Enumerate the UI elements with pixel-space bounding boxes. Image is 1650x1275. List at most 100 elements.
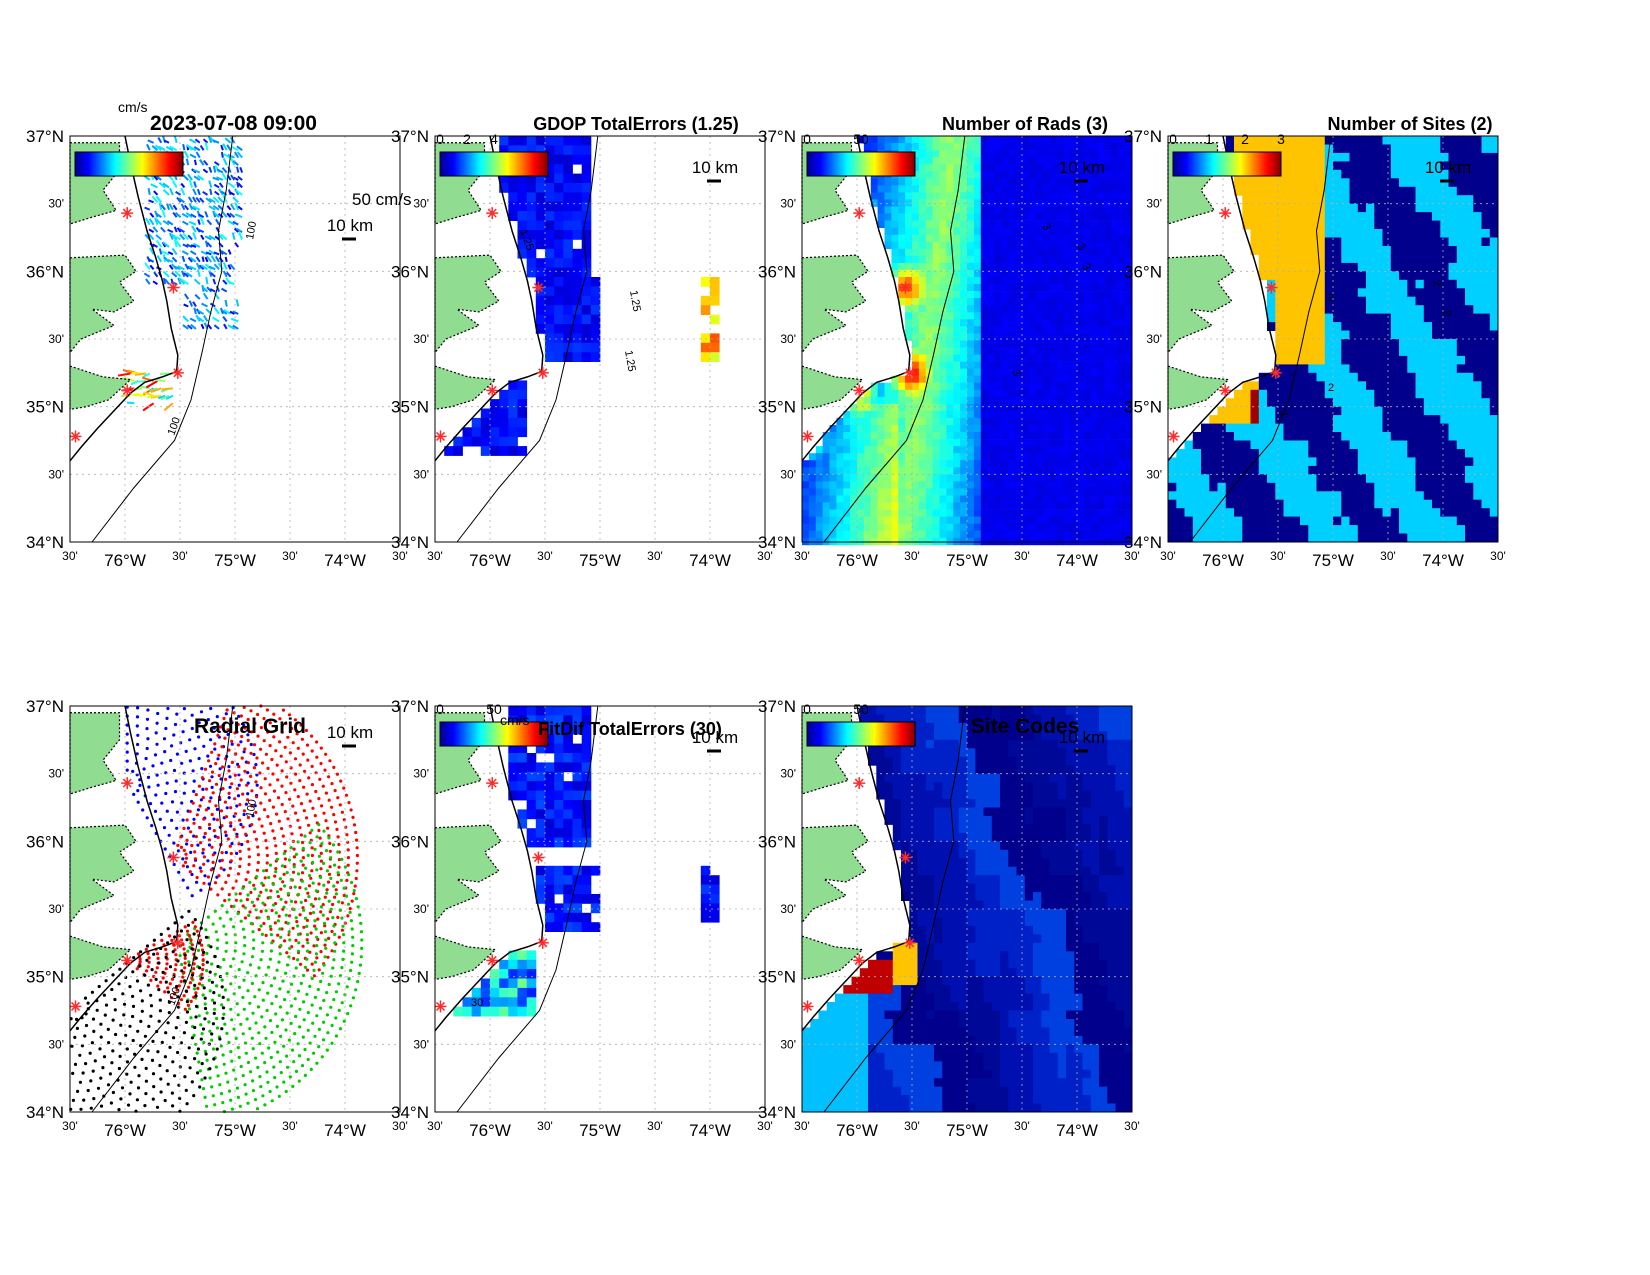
heat-cell — [1382, 296, 1392, 306]
heat-cell — [953, 255, 961, 264]
heat-cell — [1333, 465, 1342, 475]
heat-cell — [877, 523, 885, 532]
heat-cell — [1125, 516, 1133, 524]
current-vector — [199, 217, 205, 226]
heat-cell — [1341, 305, 1350, 315]
heat-cell — [1049, 509, 1057, 517]
radial-point — [188, 809, 192, 814]
heat-cell — [1250, 465, 1260, 475]
heat-cell — [1083, 143, 1092, 151]
heat-cell — [1489, 144, 1499, 154]
heat-cell — [1104, 481, 1112, 489]
heat-cell — [932, 171, 940, 179]
heat-cell — [1324, 136, 1334, 145]
heat-cell — [1448, 296, 1458, 306]
current-vector — [126, 401, 135, 405]
heat-cell — [912, 509, 920, 517]
heat-cell — [1489, 457, 1499, 467]
radial-point — [210, 785, 214, 790]
heat-cell — [535, 286, 546, 297]
heat-cell — [980, 481, 989, 489]
heat-cell — [857, 523, 865, 532]
heat-cell — [863, 403, 872, 412]
heat-cell — [953, 361, 961, 369]
heat-cell — [1022, 150, 1030, 158]
heat-cell — [1357, 296, 1367, 306]
radial-point — [237, 714, 241, 719]
heat-cell — [850, 474, 858, 482]
heat-cell — [1349, 254, 1359, 264]
heat-cell — [1366, 457, 1375, 467]
radial-point — [226, 837, 230, 841]
heat-cell — [1432, 398, 1441, 408]
heat-cell — [1022, 298, 1030, 306]
heat-cell — [1077, 495, 1085, 503]
heat-cell — [843, 474, 851, 482]
site-marker — [121, 207, 134, 220]
heat-cell — [1324, 364, 1334, 374]
heat-cell — [1242, 136, 1251, 145]
heat-cell — [1242, 516, 1251, 526]
heat-cell — [987, 481, 995, 489]
heat-cell — [1056, 333, 1064, 341]
heat-cell — [1473, 406, 1482, 416]
heat-cell — [1125, 502, 1133, 510]
radial-point — [146, 775, 151, 780]
heat-cell — [1008, 269, 1016, 278]
heat-cell — [545, 220, 555, 231]
current-vector — [222, 279, 228, 285]
heat-cell — [905, 516, 913, 524]
heat-cell — [925, 220, 934, 228]
heat-cell — [480, 427, 491, 438]
x-tick-label: 75°W — [1312, 551, 1354, 570]
current-vector — [181, 255, 186, 263]
heat-cell — [1077, 248, 1085, 257]
heat-cell — [1056, 425, 1064, 433]
heat-cell — [1283, 161, 1293, 171]
heat-cell — [884, 220, 892, 228]
heat-cell — [1035, 213, 1044, 221]
heat-cell — [1077, 446, 1085, 454]
heat-cell — [1035, 305, 1044, 313]
heat-cell — [1015, 530, 1023, 539]
heat-cell — [1097, 227, 1105, 235]
heat-cell — [1308, 449, 1317, 458]
heat-cell — [1333, 474, 1342, 484]
radial-point — [208, 799, 212, 803]
heat-cell — [884, 432, 892, 440]
heat-cell — [535, 230, 546, 240]
heat-cell — [1042, 143, 1050, 151]
heat-cell — [994, 425, 1002, 433]
heat-cell — [1077, 396, 1085, 405]
radial-point — [177, 870, 181, 874]
heat-cell — [863, 523, 872, 532]
heat-cell — [1465, 516, 1474, 526]
heat-cell — [1022, 396, 1030, 405]
heat-cell — [1374, 482, 1383, 492]
heat-cell — [545, 305, 555, 315]
heat-cell — [1456, 465, 1466, 475]
colorbar-tick-label: 50 — [853, 131, 869, 147]
heat-cell — [1432, 440, 1441, 450]
heat-cell — [1407, 161, 1416, 171]
heat-cell — [1316, 313, 1326, 323]
x-tick-label: 30' — [1014, 549, 1030, 563]
heat-cell — [1399, 440, 1408, 450]
heat-cell — [980, 523, 989, 532]
heat-cell — [1407, 169, 1416, 179]
heat-cell — [918, 150, 927, 158]
heat-cell — [1104, 220, 1112, 228]
heat-cell — [967, 220, 975, 228]
heat-cell — [1070, 509, 1078, 517]
heat-cell — [1349, 406, 1359, 416]
heat-cell — [1104, 157, 1112, 165]
heat-cell — [1234, 457, 1243, 467]
radial-point — [210, 812, 214, 817]
heat-cell — [1324, 415, 1334, 424]
heat-cell — [1077, 262, 1085, 271]
heat-cell — [843, 453, 851, 461]
heat-cell — [987, 206, 995, 214]
heat-cell — [967, 488, 975, 496]
scale-bar-label: 10 km — [327, 216, 373, 235]
heat-cell — [1104, 453, 1112, 461]
